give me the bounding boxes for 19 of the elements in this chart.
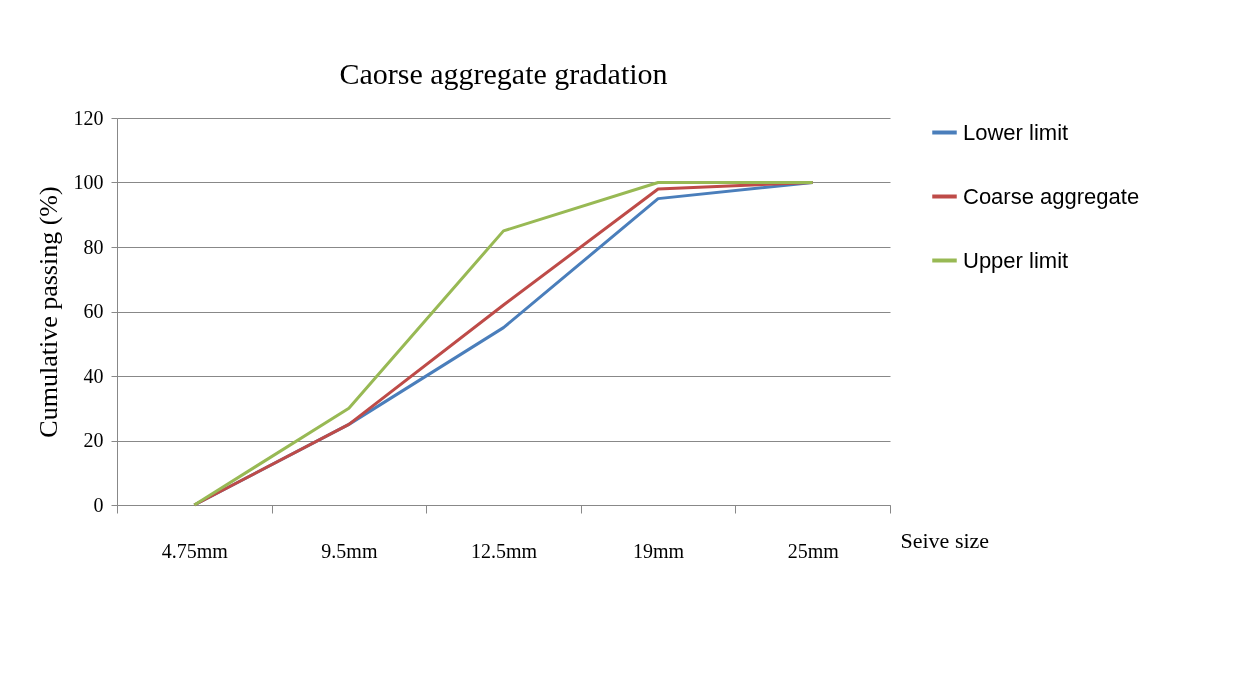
y-tick-label: 20 bbox=[83, 429, 104, 451]
y-tick-label: 100 bbox=[73, 171, 104, 193]
x-tick-label: 25mm bbox=[787, 539, 840, 562]
x-tick-label: 4.75mm bbox=[161, 539, 229, 562]
line-series bbox=[192, 181, 815, 507]
y-tick-label: 40 bbox=[83, 364, 104, 387]
legend-label: Lower limit bbox=[963, 119, 1069, 145]
x-tick-label: 12.5mm bbox=[470, 539, 538, 562]
x-tick-label: 9.5mm bbox=[321, 539, 378, 562]
chart-title: Caorse aggregate gradation bbox=[339, 57, 668, 90]
x-tick-label: 19mm bbox=[633, 539, 685, 562]
y-tick-label: 0 bbox=[93, 493, 104, 516]
legend-label: Upper limit bbox=[963, 247, 1069, 273]
y-tick-label: 60 bbox=[83, 300, 104, 322]
x-axis-title: Seive size bbox=[900, 527, 990, 553]
y-axis-title: Cumulative passing (%) bbox=[33, 186, 63, 438]
y-tick-label: 80 bbox=[83, 235, 104, 258]
legend-label: Coarse aggregate bbox=[963, 183, 1140, 209]
y-tick-label: 120 bbox=[73, 106, 104, 129]
